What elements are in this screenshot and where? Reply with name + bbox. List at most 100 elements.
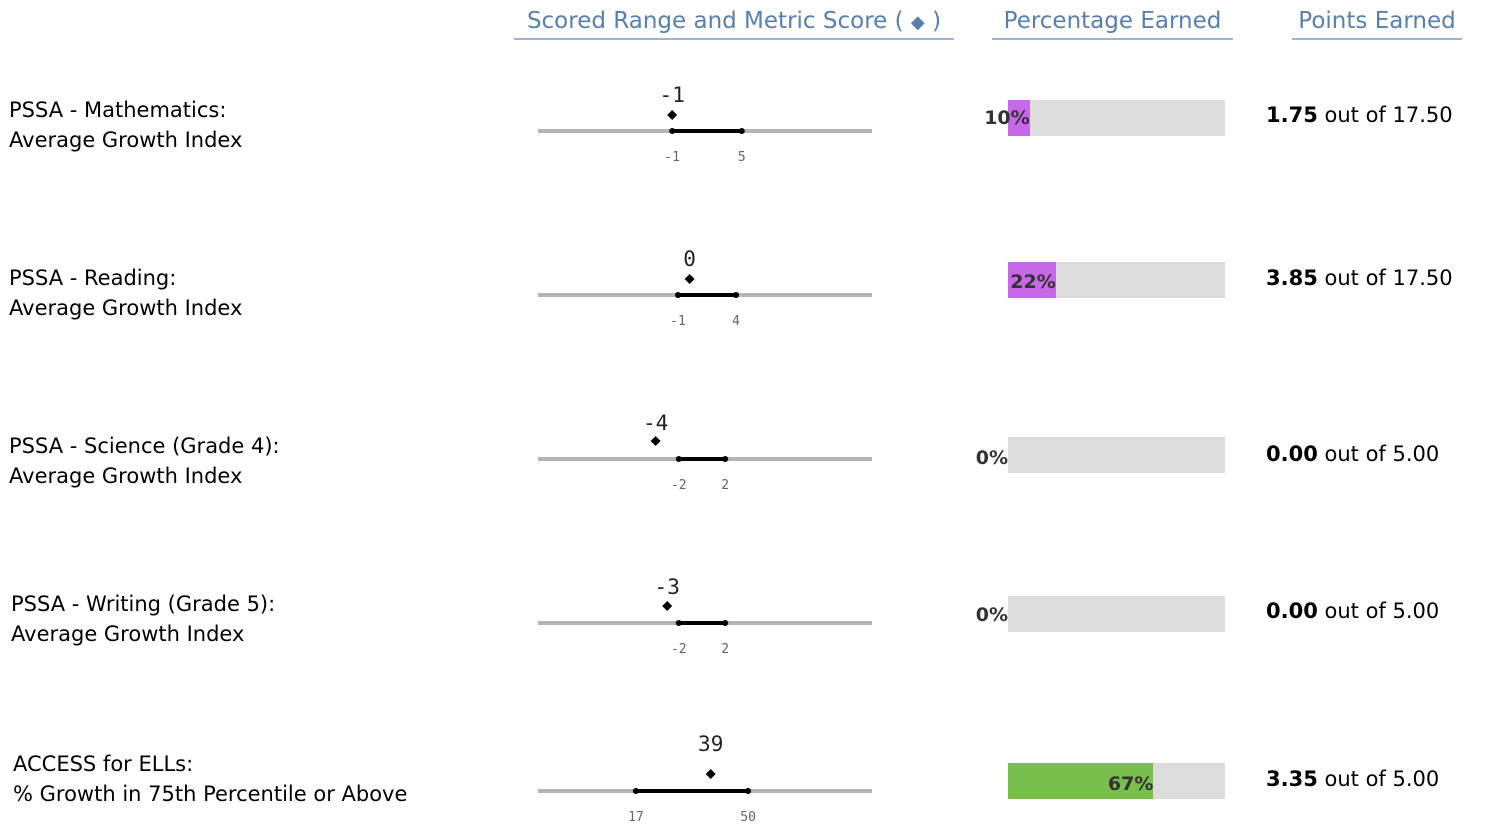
score-diamond-icon [650, 436, 661, 446]
metric-row: PSSA - Reading: Average Growth Index 0 -… [0, 234, 1501, 374]
metric-label: PSSA - Writing (Grade 5): Average Growth… [11, 589, 275, 649]
range-max-label: 4 [732, 314, 740, 329]
range-min-dot [669, 128, 676, 134]
percentage-label: 22% [1010, 271, 1056, 293]
range-max-label: 5 [738, 150, 746, 165]
header-percentage-earned: Percentage Earned [992, 8, 1233, 40]
score-diamond-icon [667, 110, 678, 120]
range-max-dot [722, 456, 729, 462]
metric-label-line2: Average Growth Index [9, 464, 243, 488]
range-min-label: -2 [671, 478, 687, 493]
range-min-dot [675, 620, 682, 626]
scored-range-chart: -3 -2 2 [538, 562, 872, 702]
points-earned-value: 1.75 [1266, 103, 1318, 127]
percentage-label: 67% [1107, 773, 1154, 795]
points-earned: 0.00 out of 5.00 [1266, 439, 1439, 469]
metric-label-line2: Average Growth Index [9, 296, 243, 320]
metric-label-line2: % Growth in 75th Percentile or Above [13, 782, 408, 806]
percentage-bar [1008, 100, 1225, 136]
scored-range-svg: -3 -2 2 [538, 575, 872, 657]
scored-range-svg: 0 -1 4 [538, 247, 872, 329]
percentage-bar [1008, 437, 1225, 473]
metric-label-line2: Average Growth Index [11, 622, 245, 646]
percentage-bar-fill [1008, 100, 1030, 136]
points-possible-value: 5.00 [1392, 767, 1440, 791]
out-of-text: out of [1324, 266, 1386, 290]
percentage-bar-fill [1008, 262, 1056, 298]
percentage-label: 0% [975, 604, 1008, 626]
range-max-dot [745, 788, 752, 794]
metric-row: ACCESS for ELLs: % Growth in 75th Percen… [0, 730, 1501, 825]
out-of-text: out of [1324, 103, 1386, 127]
percentage-bar [1008, 596, 1225, 632]
out-of-text: out of [1324, 442, 1386, 466]
score-label: -4 [643, 411, 668, 435]
score-label: -3 [655, 575, 680, 599]
points-earned: 0.00 out of 5.00 [1266, 596, 1439, 626]
metric-label-line1: PSSA - Mathematics: [9, 98, 227, 122]
points-possible-value: 5.00 [1392, 442, 1440, 466]
scored-range-chart: 39 17 50 [538, 730, 872, 825]
metric-row: PSSA - Writing (Grade 5): Average Growth… [0, 562, 1501, 702]
metric-label-line1: PSSA - Reading: [9, 266, 177, 290]
score-diamond-icon [662, 601, 673, 611]
scored-range-svg: -1 -1 5 [538, 83, 872, 165]
percentage-bar [1008, 763, 1225, 799]
metric-label: ACCESS for ELLs: % Growth in 75th Percen… [13, 749, 407, 809]
scored-range-chart: 0 -1 4 [538, 234, 872, 374]
scored-range-chart: -1 -1 5 [538, 70, 872, 210]
range-min-label: 17 [628, 810, 644, 825]
score-label: 0 [683, 247, 696, 271]
header-points-earned: Points Earned [1292, 8, 1462, 40]
points-possible-value: 5.00 [1392, 599, 1440, 623]
score-label: -1 [660, 83, 685, 107]
metric-label-line2: Average Growth Index [9, 128, 243, 152]
out-of-text: out of [1324, 599, 1386, 623]
points-possible-value: 17.50 [1392, 266, 1453, 290]
range-min-dot [675, 292, 681, 298]
out-of-text: out of [1324, 767, 1386, 791]
range-min-label: -2 [671, 642, 687, 657]
metric-label-line1: PSSA - Science (Grade 4): [9, 434, 280, 458]
metric-label: PSSA - Mathematics: Average Growth Index [9, 95, 242, 155]
range-max-label: 2 [721, 478, 729, 493]
points-earned: 3.35 out of 5.00 [1266, 764, 1439, 794]
diamond-icon: ◆ [910, 12, 925, 33]
metric-label-line1: ACCESS for ELLs: [13, 752, 194, 776]
points-earned: 1.75 out of 17.50 [1266, 100, 1453, 130]
points-earned-value: 0.00 [1266, 599, 1318, 623]
range-max-dot [722, 620, 729, 626]
header-scored-range-label: Scored Range and Metric Score [526, 8, 888, 34]
header-open-paren: ( [894, 8, 904, 34]
points-earned-value: 0.00 [1266, 442, 1318, 466]
range-max-label: 2 [721, 642, 729, 657]
header-scored-range: Scored Range and Metric Score ( ◆ ) [514, 8, 954, 40]
scored-range-svg: 39 17 50 [538, 732, 872, 825]
percentage-bar-fill [1008, 763, 1154, 799]
points-earned: 3.85 out of 17.50 [1266, 263, 1453, 293]
scored-range-chart: -4 -2 2 [538, 398, 872, 538]
range-max-dot [738, 128, 745, 134]
points-earned-value: 3.85 [1266, 266, 1318, 290]
metric-label: PSSA - Science (Grade 4): Average Growth… [9, 431, 280, 491]
header-close-paren: ) [932, 8, 942, 34]
metric-row: PSSA - Mathematics: Average Growth Index… [0, 70, 1501, 210]
percentage-label: 0% [975, 447, 1008, 469]
range-min-dot [675, 456, 682, 462]
range-max-label: 50 [740, 810, 756, 825]
points-possible-value: 17.50 [1392, 103, 1453, 127]
range-min-dot [632, 788, 639, 794]
metric-label-line1: PSSA - Writing (Grade 5): [11, 592, 276, 616]
score-diamond-icon [705, 769, 716, 779]
range-max-dot [733, 292, 739, 298]
scored-range-svg: -4 -2 2 [538, 411, 872, 493]
percentage-bar [1008, 262, 1225, 298]
percentage-label: 10% [984, 107, 1030, 129]
metric-label: PSSA - Reading: Average Growth Index [9, 263, 242, 323]
metric-row: PSSA - Science (Grade 4): Average Growth… [0, 398, 1501, 538]
score-label: 39 [698, 732, 723, 756]
range-min-label: -1 [670, 314, 686, 329]
range-min-label: -1 [664, 150, 680, 165]
score-diamond-icon [684, 274, 695, 284]
points-earned-value: 3.35 [1266, 767, 1318, 791]
